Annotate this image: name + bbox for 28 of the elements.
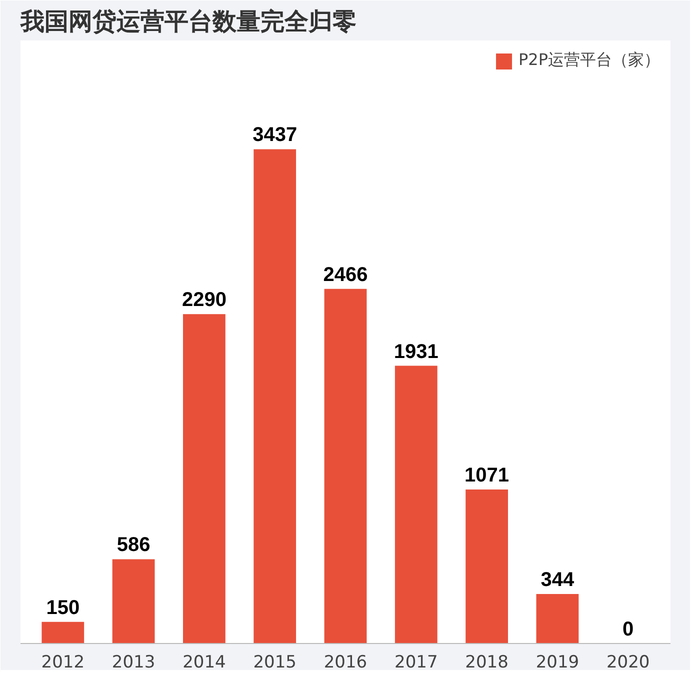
data-label: 1071	[464, 464, 510, 486]
bar	[254, 149, 296, 644]
x-tick-label: 2019	[536, 652, 580, 672]
bar	[42, 622, 84, 644]
bar	[112, 559, 155, 644]
x-tick-label: 2016	[324, 652, 368, 672]
data-label: 344	[540, 569, 576, 592]
data-label: 150	[46, 596, 80, 619]
data-label: 0	[622, 618, 634, 640]
bar	[324, 288, 367, 644]
x-tick-label: 2013	[112, 652, 156, 672]
bar	[394, 366, 438, 644]
x-tick-label: 2017	[394, 652, 438, 672]
data-label: 2290	[182, 289, 226, 312]
chart-title: 我国网贷运营平台数量完全归零	[20, 8, 356, 36]
data-label: 2466	[323, 264, 368, 286]
bar	[183, 314, 226, 644]
x-tick-label: 2018	[465, 652, 508, 672]
data-label: 1931	[394, 340, 438, 363]
legend-label: P2P运营平台（家）	[518, 50, 660, 71]
x-tick-label: 2015	[253, 652, 296, 672]
data-label: 3437	[252, 124, 298, 146]
data-label: 586	[116, 534, 150, 556]
x-tick-label: 2014	[182, 652, 226, 672]
x-tick-label: 2012	[41, 652, 85, 672]
bar	[536, 594, 579, 644]
bar	[466, 489, 508, 644]
x-tick-label: 2020	[606, 652, 650, 672]
